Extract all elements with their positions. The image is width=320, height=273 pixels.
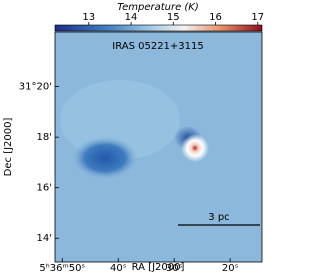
scalebar-label: 3 pc <box>208 212 229 223</box>
image-feature <box>71 136 139 180</box>
colorbar <box>54 24 263 32</box>
colorbar-tick-label: 13 <box>82 12 95 23</box>
x-tick-label: 40ˢ <box>110 263 127 273</box>
page: {"chart_data": {"type": "image", "title"… <box>3 2 265 273</box>
x-tick-label: 20ˢ <box>222 263 239 273</box>
image-title: IRAS 05221+3115 <box>112 41 204 52</box>
image-feature <box>181 134 209 162</box>
y-tick-label: 31°20' <box>19 82 52 93</box>
x-tick-label: 30ˢ <box>166 263 183 273</box>
colorbar-tick-label: 15 <box>167 12 180 23</box>
y-axis-label: Dec [J2000] <box>3 118 14 177</box>
y-tick-label: 18' <box>37 132 52 143</box>
x-axis-label: RA [J2000] <box>132 262 185 273</box>
chart: Temperature (K) 3 pc IRAS 05221+3115 RA … <box>3 2 264 273</box>
colorbar-tick-label: 14 <box>125 12 138 23</box>
x-tick-label: 5ʰ36ᵐ50ˢ <box>39 263 85 273</box>
colorbar-label: Temperature (K) <box>117 2 199 13</box>
y-tick-label: 14' <box>37 233 52 244</box>
y-tick-label: 16' <box>37 183 52 194</box>
colorbar-tick-label: 16 <box>209 12 222 23</box>
colorbar-tick-label: 17 <box>251 12 264 23</box>
axes-frame <box>54 31 263 263</box>
